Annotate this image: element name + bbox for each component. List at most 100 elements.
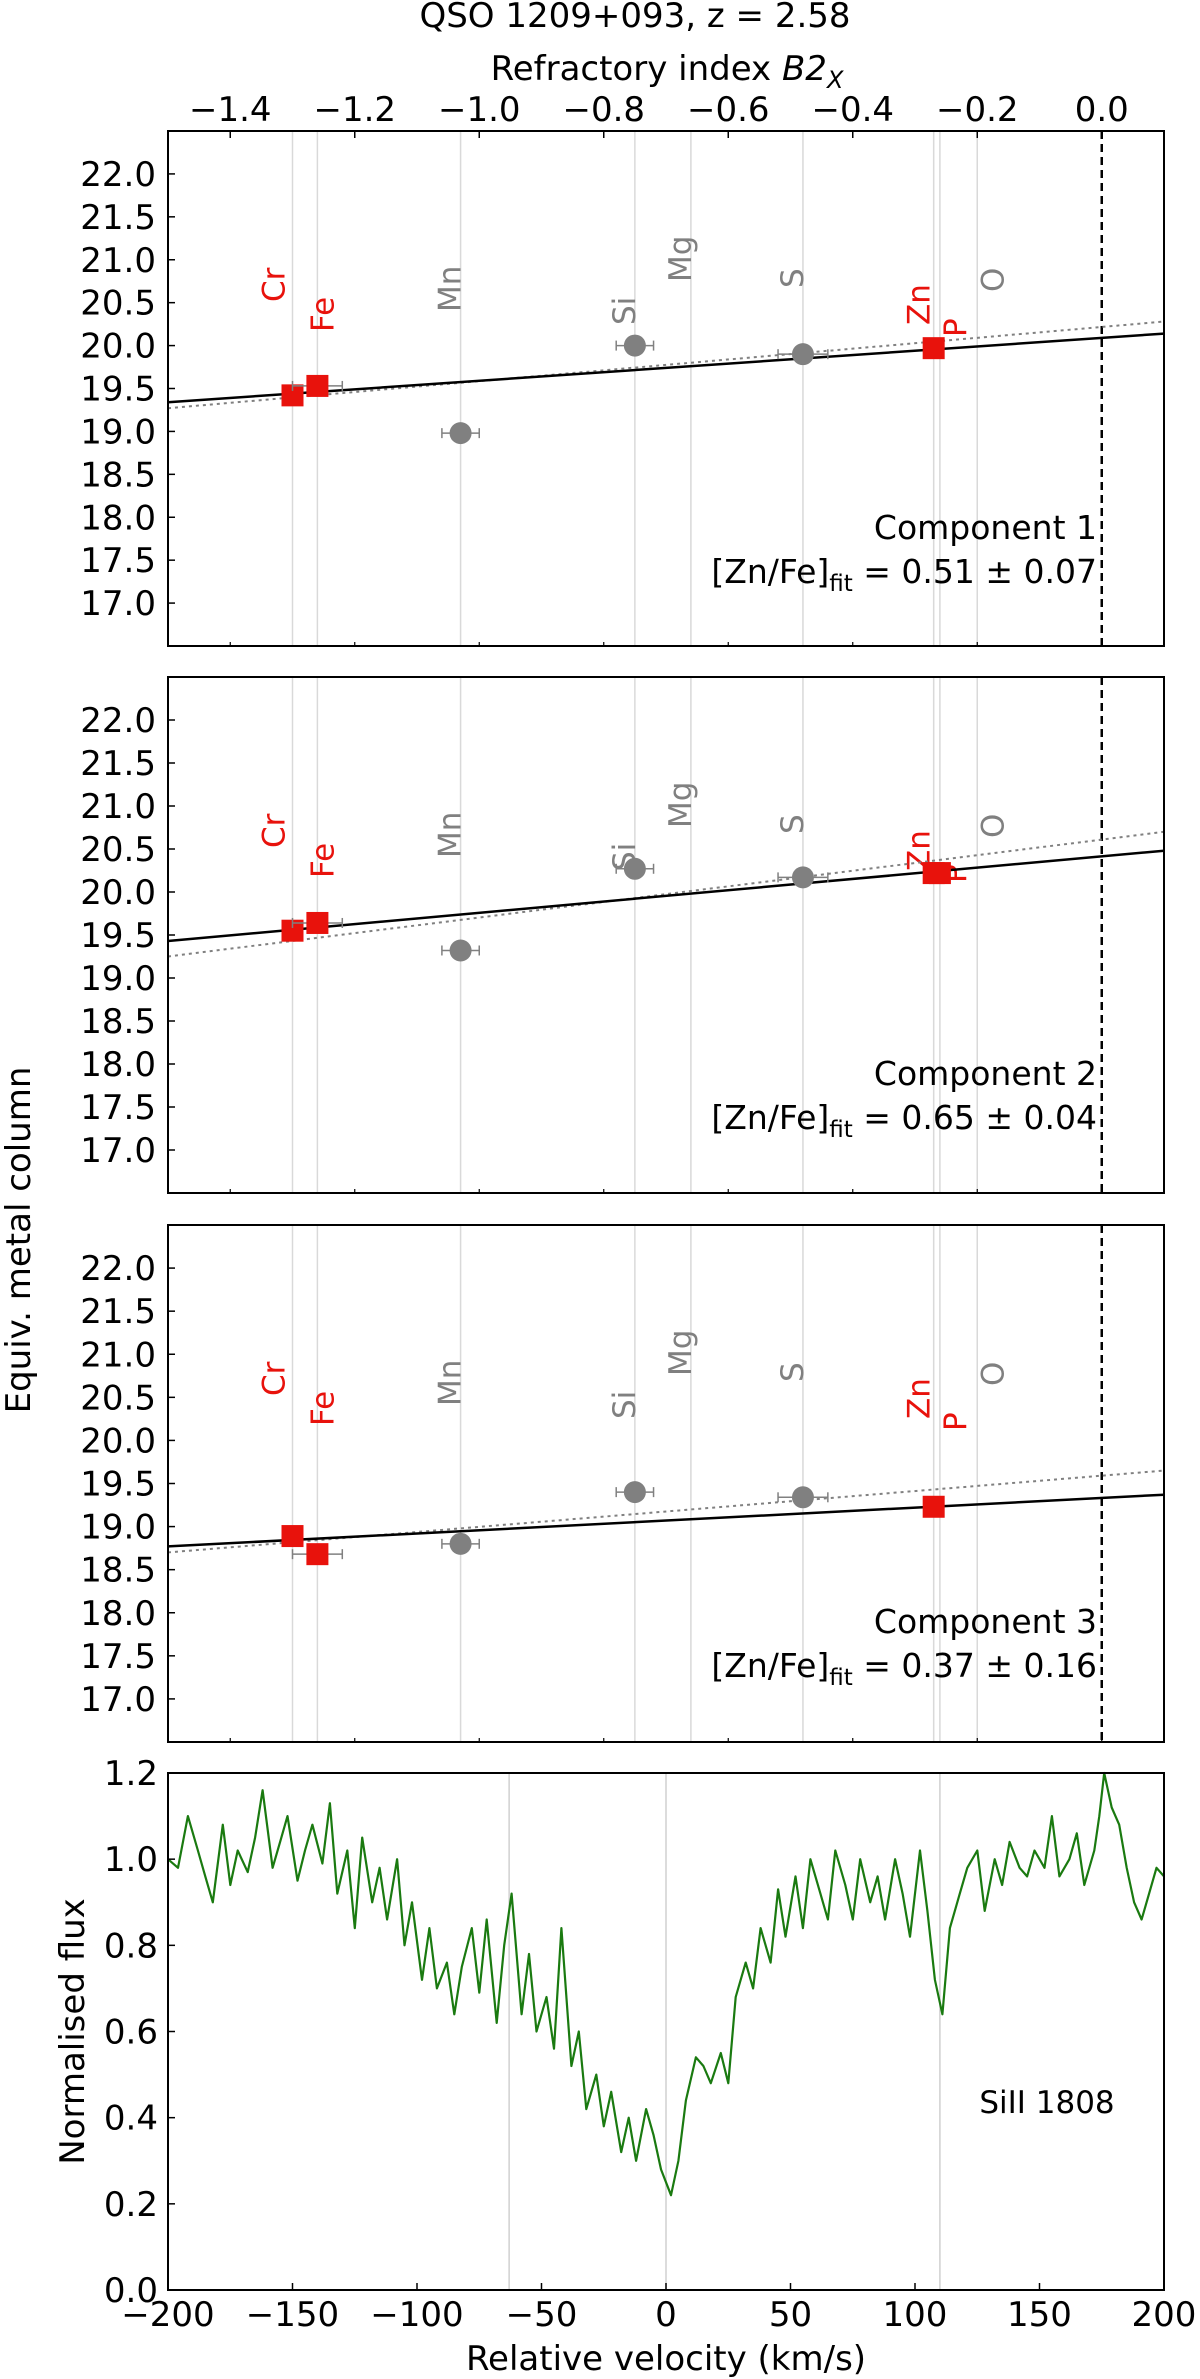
top-axis-label-var: B2 (782, 49, 827, 89)
y-tick-label: 0.8 (104, 1926, 158, 1966)
y-axis-label: Normalised flux (53, 1898, 93, 2165)
data-point-si (623, 334, 646, 357)
y-tick-label: 18.0 (80, 1594, 156, 1634)
zn-fe-sub: fit (829, 1665, 853, 1691)
element-label-mg: Mg (663, 1330, 699, 1376)
y-tick-label: 17.0 (80, 584, 156, 624)
data-point-zn (922, 1495, 945, 1518)
y-tick-label: 20.5 (80, 1378, 156, 1418)
data-point-fe (306, 1543, 329, 1566)
element-label-s: S (775, 1362, 811, 1382)
y-tick-label: 0.6 (104, 2013, 158, 2053)
element-label-p: P (938, 318, 974, 337)
element-label-mn: Mn (433, 812, 469, 858)
zn-fe-value: = 0.65 ± 0.04 (853, 1098, 1097, 1137)
zn-fe-sub: fit (829, 571, 853, 597)
data-point-si (623, 857, 646, 880)
y-tick-label: 19.5 (80, 370, 156, 410)
zn-fe-fit: [Zn/Fe]fit = 0.37 ± 0.16 (711, 1646, 1097, 1691)
top-x-tick-label: −0.4 (811, 90, 894, 130)
transition-label: SiII 1808 (979, 2085, 1114, 2121)
plot-frame (167, 676, 1165, 1194)
top-x-tick-label: −0.6 (687, 90, 770, 130)
fit-line (167, 849, 1165, 943)
y-tick-label: 0.2 (104, 2185, 158, 2225)
y-tick-label: 21.5 (80, 1292, 156, 1332)
element-label-s: S (775, 814, 811, 834)
element-label-cr: Cr (257, 267, 293, 302)
x-tick-label: −150 (246, 2295, 339, 2335)
y-tick-label: 21.5 (80, 198, 156, 238)
figure-title: QSO 1209+093, z = 2.58 (419, 0, 850, 36)
element-label-p: P (938, 1412, 974, 1431)
y-tick-label: 17.0 (80, 1680, 156, 1720)
element-label-si: Si (607, 1391, 643, 1419)
data-point-cr (281, 384, 304, 407)
data-point-fe (306, 911, 329, 934)
shared-ylabel: Equiv. metal column (0, 1067, 39, 1414)
element-label-mg: Mg (663, 782, 699, 828)
top-axis-label: Refractory index B2X (491, 49, 844, 94)
element-label-o: O (975, 268, 1011, 292)
data-point-si (623, 1481, 646, 1504)
y-tick-label: 20.5 (80, 830, 156, 870)
y-tick-label: 20.5 (80, 284, 156, 324)
x-tick-label: 50 (769, 2295, 812, 2335)
element-label-cr: Cr (257, 1361, 293, 1396)
plot-frame (167, 1224, 1165, 1743)
panel-3: Cr Fe Mn Si Mg S ZnP O Component 3 [Zn/Fe]fit = 0… (80, 1224, 1165, 1743)
zn-fe-prefix: [Zn/Fe] (711, 1646, 829, 1685)
y-tick-label: 1.0 (104, 1840, 158, 1880)
zn-fe-prefix: [Zn/Fe] (711, 1098, 829, 1137)
y-tick-label: 18.5 (80, 1551, 156, 1591)
data-point-zn (922, 337, 945, 360)
component-title: Component 3 (874, 1602, 1097, 1641)
y-tick-label: 18.5 (80, 1002, 156, 1042)
zn-fe-prefix: [Zn/Fe] (711, 552, 829, 591)
data-point-mn (449, 1532, 472, 1555)
data-point-s (791, 866, 814, 889)
y-tick-label: 17.5 (80, 1637, 156, 1677)
element-label-o: O (975, 814, 1011, 838)
zn-fe-value: = 0.37 ± 0.16 (853, 1646, 1097, 1685)
flux-series (167, 1771, 1165, 2197)
y-tick-label: 19.5 (80, 1465, 156, 1505)
data-point-s (791, 343, 814, 366)
top-x-tick-label: −1.2 (313, 90, 396, 130)
y-tick-label: 0.0 (104, 2271, 158, 2311)
element-label-si: Si (607, 297, 643, 325)
x-tick-label: 150 (1007, 2295, 1072, 2335)
element-label-zn: Zn (902, 284, 938, 325)
data-point-p (928, 862, 951, 885)
dotted-fit-line (167, 320, 1165, 410)
x-tick-label: −200 (121, 2295, 214, 2335)
y-tick-label: 21.5 (80, 744, 156, 784)
y-tick-label: 0.4 (104, 2099, 158, 2139)
x-tick-label: −100 (370, 2295, 463, 2335)
element-label-fe: Fe (305, 1391, 341, 1426)
element-label-fe: Fe (305, 843, 341, 878)
y-tick-label: 17.0 (80, 1131, 156, 1171)
y-tick-label: 18.0 (80, 1045, 156, 1085)
panel-1: Cr Fe Mn Si Mg S ZnP O Component 1 [Zn/Fe]fit = 0… (80, 90, 1165, 647)
y-tick-label: 22.0 (80, 701, 156, 741)
y-tick-label: 17.5 (80, 541, 156, 581)
x-tick-label: −50 (506, 2295, 578, 2335)
data-point-cr (281, 1525, 304, 1548)
x-tick-label: 0 (655, 2295, 677, 2335)
zn-fe-fit: [Zn/Fe]fit = 0.65 ± 0.04 (711, 1098, 1097, 1143)
element-label-fe: Fe (305, 297, 341, 332)
y-tick-label: 22.0 (80, 1249, 156, 1289)
y-tick-label: 18.5 (80, 455, 156, 495)
y-tick-label: 21.0 (80, 241, 156, 281)
element-label-mn: Mn (433, 266, 469, 312)
zn-fe-fit: [Zn/Fe]fit = 0.51 ± 0.07 (711, 552, 1097, 597)
zn-fe-value: = 0.51 ± 0.07 (853, 552, 1097, 591)
element-label-zn: Zn (902, 1378, 938, 1419)
top-axis-label-sub: X (825, 66, 844, 94)
x-axis-label: Relative velocity (km/s) (466, 2339, 866, 2379)
component-title: Component 2 (874, 1054, 1097, 1093)
y-tick-label: 19.0 (80, 1508, 156, 1548)
